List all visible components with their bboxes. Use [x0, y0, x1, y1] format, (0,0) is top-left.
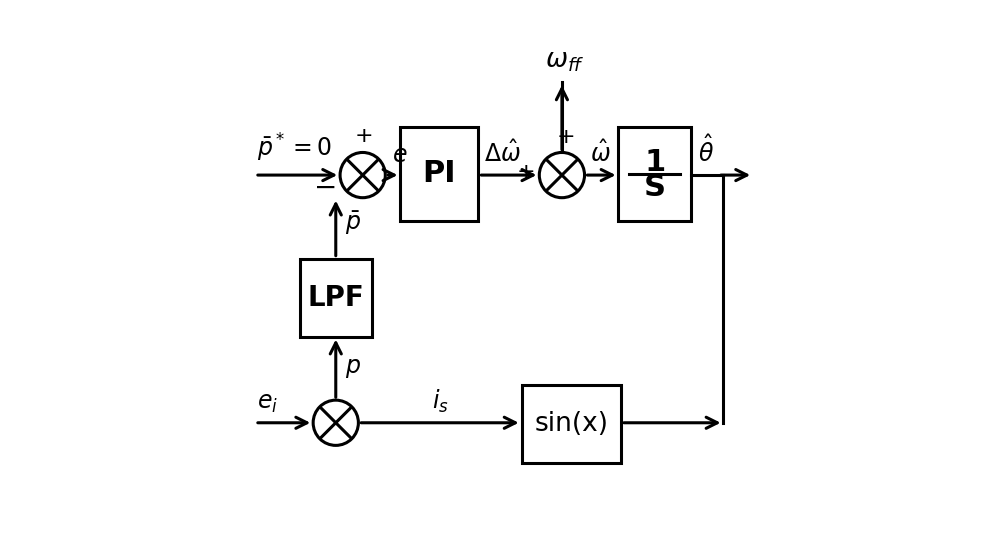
Text: $i_s$: $i_s$ — [432, 387, 448, 415]
Text: PI: PI — [423, 159, 456, 188]
Text: LPF: LPF — [308, 283, 364, 312]
Text: S: S — [644, 174, 666, 202]
Text: $-$: $-$ — [313, 172, 336, 200]
Text: $\bar{p}^*=0$: $\bar{p}^*=0$ — [257, 132, 332, 164]
Text: $e_i$: $e_i$ — [257, 391, 278, 415]
Text: $\Delta\hat{\omega}$: $\Delta\hat{\omega}$ — [484, 140, 521, 167]
Bar — [522, 385, 621, 463]
Bar — [300, 258, 372, 337]
Text: $e$: $e$ — [392, 143, 407, 167]
Text: $\bar{p}$: $\bar{p}$ — [345, 209, 361, 237]
Text: $\hat{\omega}$: $\hat{\omega}$ — [590, 140, 611, 167]
Text: $p$: $p$ — [345, 356, 361, 380]
Bar — [400, 127, 478, 221]
Text: 1: 1 — [644, 148, 665, 177]
Text: sin(x): sin(x) — [534, 411, 608, 437]
Text: $\hat{\theta}$: $\hat{\theta}$ — [698, 135, 714, 167]
Text: $+$: $+$ — [556, 127, 574, 147]
Text: $+$: $+$ — [516, 163, 534, 182]
Bar — [618, 127, 691, 221]
Text: $\omega_{ff}$: $\omega_{ff}$ — [545, 48, 584, 75]
Text: $+$: $+$ — [354, 126, 372, 146]
